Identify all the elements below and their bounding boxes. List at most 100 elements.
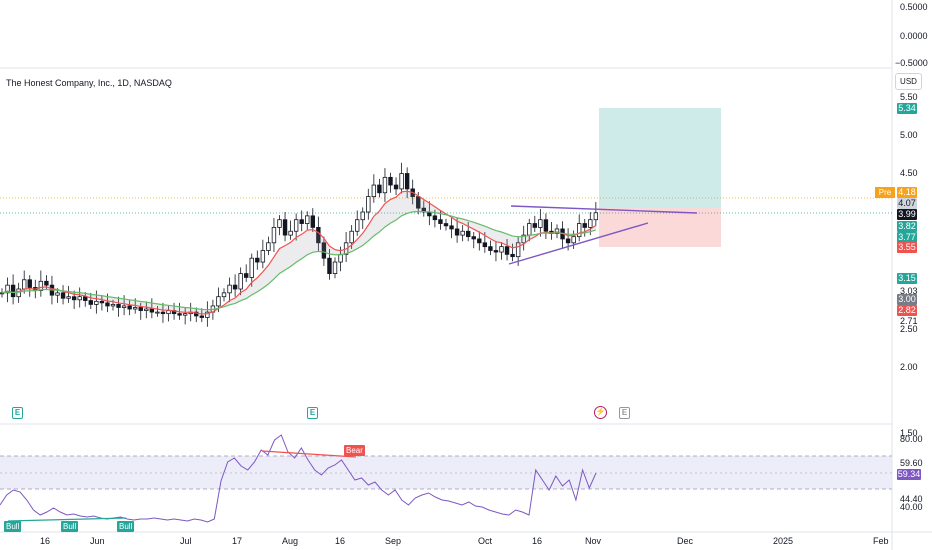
candle-body [538,219,543,228]
earnings-icon[interactable]: E [307,407,318,419]
candle-body [27,279,32,288]
candle-body [432,215,438,221]
time-axis-tick: Oct [478,536,493,546]
candle-body [354,219,360,232]
candle-body [0,292,5,295]
candle-body [60,292,66,299]
rsi-axis-tick: 44.40 [900,494,923,504]
time-axis-tick: 16 [532,536,543,546]
candle-body [155,311,160,314]
candle-body [404,173,410,190]
candle-body [515,242,521,258]
time-axis-tick: Feb [873,536,889,546]
last-price-tag: 3.99 [897,209,917,220]
candle-body [10,284,16,298]
upper-pane-tick: 0.5000 [900,2,928,12]
time-axis-tick: 17 [232,536,243,546]
price-axis-tick: 3.03 [900,286,918,296]
bull-divergence-label: Bull [117,521,135,532]
price-axis-tick: 1.50 [900,428,918,438]
rsi-axis-tick: 80.00 [900,434,923,444]
candle-body [527,223,532,236]
candle-body [255,257,260,263]
candle-body [293,219,299,232]
ema-slow-line [1,210,597,311]
candle-body [105,302,110,307]
candle-body [271,226,277,244]
time-axis-tick: Aug [282,536,299,546]
lightning-icon[interactable]: ⚡ [594,406,607,419]
candle-body [510,253,515,258]
candle-body [99,300,105,304]
candle-body [493,250,499,253]
bull-divergence-label: Bull [4,521,22,532]
candle-body [132,307,138,310]
candle-body [454,228,460,236]
rsi-axis-tick: 59.60 [900,458,923,468]
candle-body [21,279,27,290]
time-axis-tick: Jun [90,536,105,546]
candle-body [543,219,549,232]
candle-body [55,292,60,296]
candle-body [554,228,560,234]
level-tag: 3.00 [897,294,917,305]
candle-body [332,261,338,274]
earnings-icon[interactable]: E [619,407,630,419]
rsi-band [0,456,892,489]
bull-divergence-line [7,517,127,522]
candle-body [504,246,510,255]
candle-body [177,313,182,316]
premarket-price-tag: 4.18 [897,187,917,198]
candle-body [532,223,537,228]
candle-body [571,236,576,244]
time-axis-tick: 16 [40,536,51,546]
rsi-current-tag: 59.34 [897,469,921,480]
candle-body [443,223,449,227]
candle-body [5,284,10,294]
time-axis-tick: Sep [385,536,402,546]
candle-body [44,280,49,286]
price-axis-tick: 5.50 [900,92,918,102]
candle-body [360,211,365,221]
candle-body [282,219,288,236]
candle-body [299,219,304,224]
candle-body [221,292,227,298]
target-price-tag: 5.34 [897,103,917,114]
candle-body [393,184,399,190]
bear-divergence-label: Bear [344,445,365,456]
time-axis-tick: Dec [677,536,694,546]
candle-body [588,219,593,228]
ema-slow-tag: 3.82 [897,221,917,232]
candle-body [94,300,99,305]
candle-body [149,308,155,313]
candle-body [88,300,93,305]
candle-body [327,257,332,275]
candle-body [582,223,587,228]
currency-button[interactable]: USD [895,73,922,90]
candle-body [238,273,243,290]
candle-body [482,242,488,248]
ema-fast-line [1,190,597,315]
candle-body [449,225,454,230]
candle-body [227,284,232,294]
candle-body [565,238,571,244]
candle-body [260,250,266,263]
level-tag: 3.15 [897,273,917,284]
support-trendline [508,222,649,265]
time-axis-tick: Jul [180,536,192,546]
candle-body [110,303,116,307]
entry-price-tag: 4.07 [897,198,917,209]
price-axis-tick: 4.50 [900,168,918,178]
candle-body [377,184,382,194]
ema-slow-tag-2: 3.77 [897,232,917,243]
resistance-trendline [510,205,698,214]
earnings-icon[interactable]: E [12,407,23,419]
candle-body [77,296,82,301]
candle-body [232,284,238,290]
price-axis-tick: 2.00 [900,362,918,372]
candle-body [277,219,282,228]
upper-pane-tick: −0.5000 [895,58,928,68]
candle-body [83,296,88,301]
candle-body [166,310,171,315]
